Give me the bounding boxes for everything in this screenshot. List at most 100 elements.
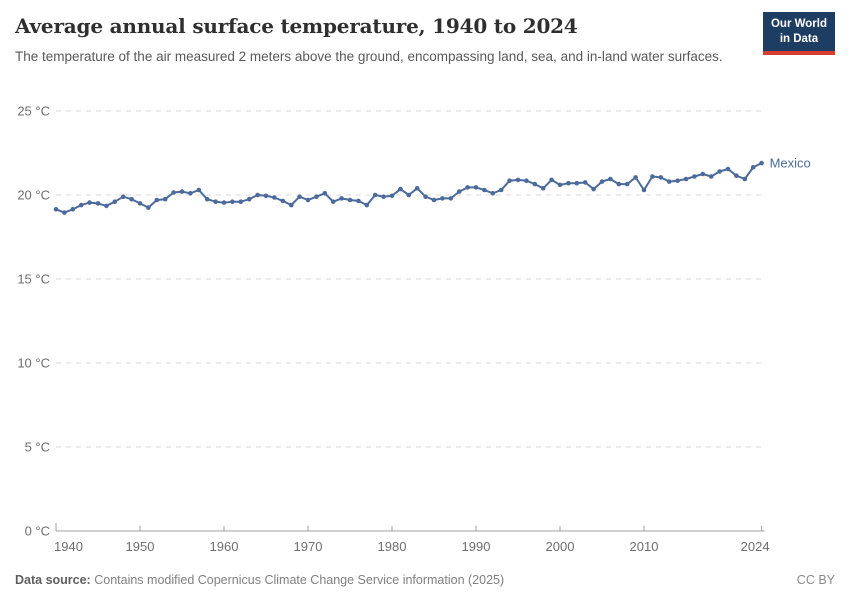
entity-label[interactable]: Mexico — [770, 156, 811, 171]
data-point[interactable] — [246, 196, 252, 202]
data-point[interactable] — [574, 180, 580, 186]
data-point[interactable] — [398, 186, 403, 192]
data-point[interactable] — [532, 181, 538, 187]
data-point[interactable] — [490, 191, 496, 196]
data-point[interactable] — [213, 199, 218, 204]
data-point[interactable] — [734, 173, 739, 178]
data-point[interactable] — [129, 196, 134, 202]
data-point[interactable] — [78, 202, 84, 208]
data-point[interactable] — [154, 197, 160, 203]
data-point[interactable] — [95, 201, 101, 206]
data-point[interactable] — [440, 196, 445, 201]
data-point[interactable] — [507, 178, 512, 183]
data-point[interactable] — [188, 191, 193, 196]
chart-canvas[interactable]: 0 °C 5 °C 10 °C 15 °C 20 °C 25 °C 1940 1950 1960… — [0, 100, 850, 560]
data-point[interactable] — [708, 174, 714, 179]
data-point[interactable] — [347, 197, 353, 203]
data-point[interactable] — [255, 192, 260, 198]
data-point[interactable] — [288, 202, 294, 208]
data-point[interactable] — [675, 178, 680, 183]
data-point[interactable] — [566, 180, 571, 186]
data-point[interactable] — [557, 182, 563, 188]
data-point[interactable] — [162, 196, 168, 202]
data-point[interactable] — [381, 194, 386, 199]
data-point[interactable] — [62, 210, 67, 215]
data-point[interactable] — [230, 199, 235, 204]
data-point[interactable] — [599, 179, 605, 184]
data-point[interactable] — [171, 190, 176, 195]
data-point[interactable] — [616, 181, 622, 187]
data-point[interactable] — [683, 176, 689, 182]
data-point[interactable] — [448, 196, 454, 201]
data-point[interactable] — [717, 169, 722, 174]
x-tick-label: 1980 — [378, 539, 407, 554]
temperature-line[interactable] — [55, 162, 763, 214]
data-point[interactable] — [473, 185, 479, 190]
data-point[interactable] — [272, 195, 277, 200]
data-point[interactable] — [53, 207, 59, 212]
data-point[interactable] — [540, 186, 546, 191]
data-point[interactable] — [137, 201, 143, 206]
data-point[interactable] — [498, 187, 504, 193]
owid-logo[interactable]: Our World in Data — [762, 12, 835, 55]
chart-footer: Data source: Contains modified Copernicu… — [15, 573, 835, 587]
data-point[interactable] — [406, 192, 412, 198]
data-point[interactable] — [364, 202, 370, 208]
data-point[interactable] — [280, 198, 286, 204]
x-tick-label: 1960 — [210, 539, 239, 554]
data-point[interactable] — [330, 199, 336, 204]
data-point[interactable] — [87, 200, 92, 205]
data-point[interactable] — [146, 205, 151, 210]
data-point[interactable] — [389, 193, 395, 199]
data-source-label: Data source: — [15, 573, 91, 587]
data-point[interactable] — [431, 197, 437, 203]
data-point[interactable] — [339, 196, 344, 201]
data-point[interactable] — [482, 187, 487, 193]
data-point[interactable] — [591, 186, 596, 192]
data-point[interactable] — [112, 199, 118, 204]
data-point[interactable] — [305, 197, 311, 203]
data-point[interactable] — [524, 178, 529, 183]
data-point[interactable] — [650, 174, 655, 179]
data-point[interactable] — [759, 160, 764, 166]
data-point[interactable] — [423, 194, 428, 199]
data-point[interactable] — [624, 181, 630, 187]
data-point[interactable] — [633, 175, 638, 180]
data-point[interactable] — [70, 207, 76, 212]
data-point[interactable] — [179, 189, 185, 194]
data-point[interactable] — [196, 187, 202, 193]
license-badge[interactable]: CC BY — [796, 573, 835, 587]
data-point[interactable] — [221, 200, 227, 205]
data-point[interactable] — [120, 194, 126, 199]
data-point[interactable] — [414, 186, 420, 191]
line-chart[interactable]: 0 °C 5 °C 10 °C 15 °C 20 °C 25 °C 1940 1950 1960… — [0, 100, 850, 560]
data-point[interactable] — [356, 198, 361, 204]
data-point[interactable] — [742, 176, 748, 182]
data-point[interactable] — [515, 177, 521, 183]
data-point[interactable] — [666, 179, 672, 184]
data-point[interactable] — [582, 180, 588, 185]
data-point[interactable] — [725, 166, 731, 172]
data-point[interactable] — [700, 171, 706, 177]
data-point[interactable] — [322, 191, 328, 196]
data-source-text: Contains modified Copernicus Climate Cha… — [94, 573, 505, 587]
data-point[interactable] — [750, 165, 756, 170]
data-point[interactable] — [465, 185, 470, 190]
y-tick-label: 15 °C — [17, 272, 50, 287]
data-point[interactable] — [608, 176, 613, 182]
data-point[interactable] — [692, 174, 697, 179]
x-tick-label: 1990 — [462, 539, 491, 554]
data-point[interactable] — [549, 177, 554, 183]
data-point[interactable] — [658, 175, 664, 180]
data-point[interactable] — [238, 199, 244, 204]
owid-logo-line2: in Data — [779, 32, 819, 45]
data-point[interactable] — [456, 189, 462, 194]
data-point[interactable] — [297, 194, 302, 199]
data-point[interactable] — [263, 193, 269, 199]
data-point[interactable] — [104, 203, 109, 209]
data-point[interactable] — [314, 194, 319, 199]
y-tick-label: 10 °C — [17, 356, 50, 371]
data-point[interactable] — [204, 196, 210, 202]
data-point[interactable] — [641, 187, 647, 193]
data-point[interactable] — [372, 192, 378, 198]
